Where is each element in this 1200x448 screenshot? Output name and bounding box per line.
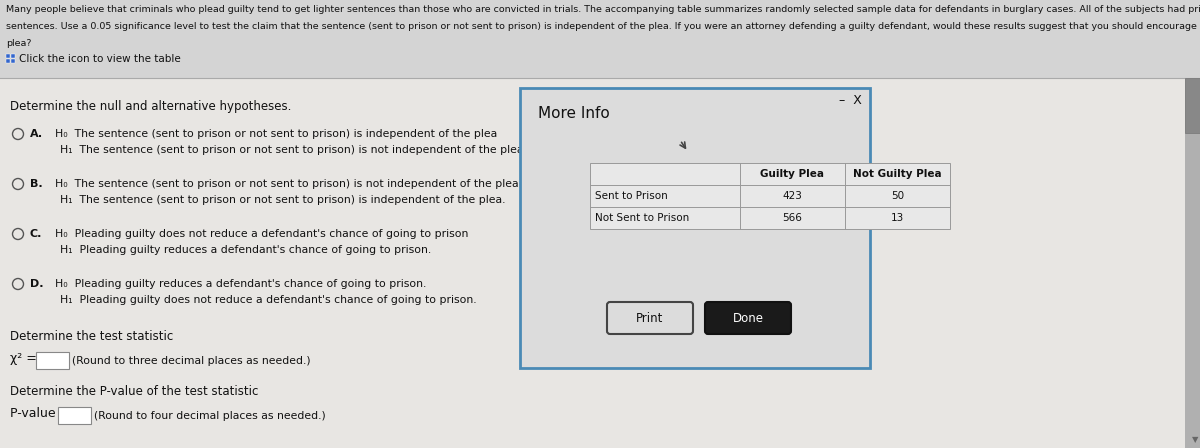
Text: H₁  The sentence (sent to prison or not sent to prison) is independent of the pl: H₁ The sentence (sent to prison or not s… xyxy=(60,195,505,205)
Text: H₁  Pleading guilty reduces a defendant's chance of going to prison.: H₁ Pleading guilty reduces a defendant's… xyxy=(60,245,431,255)
Text: H₀  Pleading guilty reduces a defendant's chance of going to prison.: H₀ Pleading guilty reduces a defendant's… xyxy=(55,279,426,289)
Text: 50: 50 xyxy=(890,191,904,201)
Text: –  X: – X xyxy=(839,94,862,107)
FancyBboxPatch shape xyxy=(520,88,870,368)
Text: Print: Print xyxy=(636,311,664,324)
FancyBboxPatch shape xyxy=(706,302,791,334)
Bar xyxy=(11,54,14,58)
Text: D.: D. xyxy=(30,279,43,289)
Text: Click the icon to view the table: Click the icon to view the table xyxy=(19,54,181,64)
Text: A.: A. xyxy=(30,129,43,139)
Text: H₁  The sentence (sent to prison or not sent to prison) is not independent of th: H₁ The sentence (sent to prison or not s… xyxy=(60,145,523,155)
FancyBboxPatch shape xyxy=(607,302,694,334)
Text: Guilty Plea: Guilty Plea xyxy=(761,169,824,179)
Text: plea?: plea? xyxy=(6,39,31,48)
Text: Not Sent to Prison: Not Sent to Prison xyxy=(595,213,689,223)
Text: P-value =: P-value = xyxy=(10,407,71,420)
Text: H₀  The sentence (sent to prison or not sent to prison) is not independent of th: H₀ The sentence (sent to prison or not s… xyxy=(55,179,518,189)
Text: H₁  Pleading guilty does not reduce a defendant's chance of going to prison.: H₁ Pleading guilty does not reduce a def… xyxy=(60,295,476,305)
Text: Many people believe that criminals who plead guilty tend to get lighter sentence: Many people believe that criminals who p… xyxy=(6,5,1200,14)
Text: 566: 566 xyxy=(782,213,803,223)
Text: Not Guilty Plea: Not Guilty Plea xyxy=(853,169,942,179)
Text: More Info: More Info xyxy=(538,106,610,121)
Bar xyxy=(6,54,10,58)
FancyBboxPatch shape xyxy=(0,78,1200,448)
Text: B.: B. xyxy=(30,179,43,189)
FancyBboxPatch shape xyxy=(36,353,68,370)
Text: Sent to Prison: Sent to Prison xyxy=(595,191,667,201)
Text: Done: Done xyxy=(732,311,763,324)
Text: Determine the null and alternative hypotheses.: Determine the null and alternative hypot… xyxy=(10,100,292,113)
Text: Determine the P-value of the test statistic: Determine the P-value of the test statis… xyxy=(10,385,258,398)
Text: H₀  Pleading guilty does not reduce a defendant's chance of going to prison: H₀ Pleading guilty does not reduce a def… xyxy=(55,229,468,239)
FancyBboxPatch shape xyxy=(58,408,90,425)
Text: ▼: ▼ xyxy=(1192,435,1199,444)
Text: (Round to four decimal places as needed.): (Round to four decimal places as needed.… xyxy=(94,411,325,421)
Text: H₀  The sentence (sent to prison or not sent to prison) is independent of the pl: H₀ The sentence (sent to prison or not s… xyxy=(55,129,497,139)
Text: Determine the test statistic: Determine the test statistic xyxy=(10,330,173,343)
FancyBboxPatch shape xyxy=(590,163,950,229)
FancyBboxPatch shape xyxy=(1186,78,1200,448)
Text: sentences. Use a 0.05 significance level to test the claim that the sentence (se: sentences. Use a 0.05 significance level… xyxy=(6,22,1200,31)
Text: χ² =: χ² = xyxy=(10,352,37,365)
Text: 13: 13 xyxy=(890,213,904,223)
FancyBboxPatch shape xyxy=(1186,78,1200,133)
Text: (Round to three decimal places as needed.): (Round to three decimal places as needed… xyxy=(72,356,311,366)
Bar xyxy=(6,59,10,63)
FancyBboxPatch shape xyxy=(0,0,1200,78)
Text: C.: C. xyxy=(30,229,42,239)
Bar xyxy=(11,59,14,63)
Text: 423: 423 xyxy=(782,191,803,201)
